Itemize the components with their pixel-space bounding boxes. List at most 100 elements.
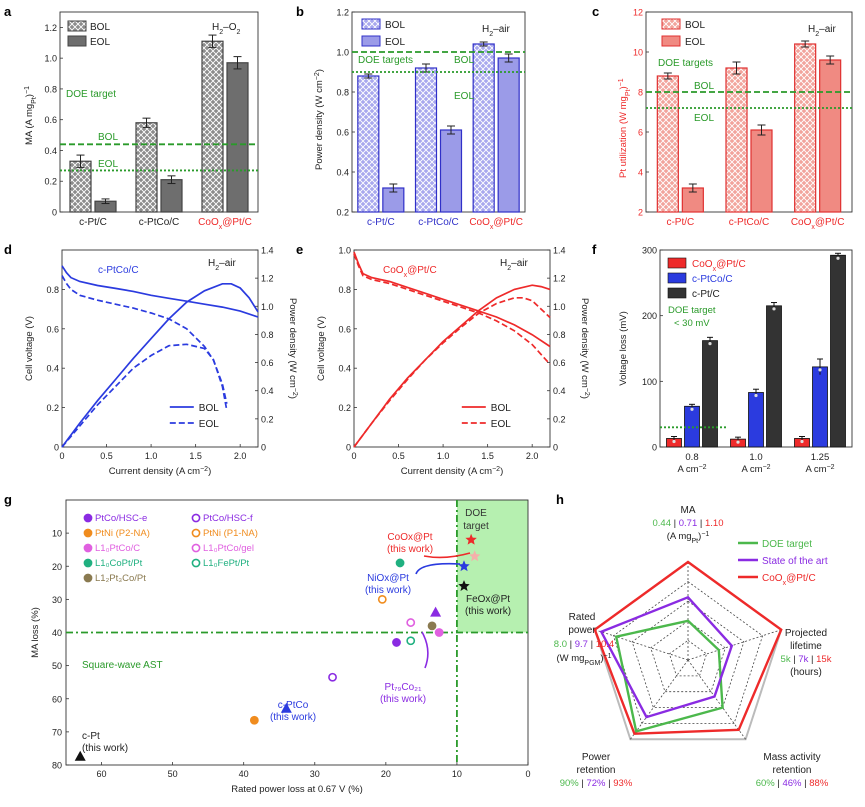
y2-tick-label: 0 <box>261 443 266 453</box>
x-tick-unit: A cm−2 <box>805 464 834 476</box>
ref-label-bol: BOL <box>98 132 118 143</box>
label-span: −1 <box>618 78 625 86</box>
y2-tick-label: 0.2 <box>553 414 566 424</box>
x-tick-label: 0 <box>351 451 356 461</box>
label-span: −1 <box>604 653 612 660</box>
y-tick-label: 200 <box>642 311 657 321</box>
legend-label: PtNi (P1-NA) <box>203 528 258 539</box>
point-label-sub: (this work) <box>82 743 128 754</box>
legend-label: L1₀FePt/Pt <box>203 558 250 569</box>
legend-label: L1₀PtCo/gel <box>203 543 254 554</box>
x-tick-label: 1.0 <box>749 452 762 463</box>
label-span: ) <box>698 531 701 542</box>
bar-1-2 <box>812 366 828 448</box>
point-label-sub: (this work) <box>465 606 511 617</box>
panel-label-b: b <box>296 4 304 19</box>
radar-axis-label: Rated <box>569 612 596 623</box>
y-axis-label: MA loss (%) <box>30 607 41 658</box>
data-dot <box>690 407 694 411</box>
y-tick-label: 0 <box>54 443 59 453</box>
x-tick-label: 30 <box>310 769 320 779</box>
label-span: H <box>500 258 507 269</box>
y-tick-label: 40 <box>52 628 62 638</box>
value-span: 0.71 <box>679 518 698 529</box>
y-tick-label: 0.8 <box>44 84 57 94</box>
bar-eol-2 <box>226 62 249 213</box>
y2-tick-label: 0.6 <box>261 358 274 368</box>
x-tick-label: c-Pt/C <box>666 217 694 228</box>
label-span: A cm <box>677 464 698 475</box>
y-tick-label: 0.6 <box>338 324 351 334</box>
label-span: ) <box>618 86 629 89</box>
y-tick-label: 4 <box>638 168 643 178</box>
radar-series-coox-pt-c <box>593 560 783 735</box>
label-span: –air <box>219 258 236 269</box>
y2-tick-label: 0.2 <box>261 414 274 424</box>
y2-tick-label: 1.2 <box>261 274 274 284</box>
y-tick-label: 0 <box>52 208 57 218</box>
y-axis-label: Power density (W cm−2) <box>314 69 326 170</box>
point-ptni-p1-na- <box>377 594 387 604</box>
radar-axis-label: retention <box>773 765 812 776</box>
legend-marker <box>83 528 93 538</box>
legend-eol: EOL <box>491 419 511 430</box>
label-span: CoO <box>198 217 219 228</box>
value-span: 1.10 <box>705 518 724 529</box>
label-span: −2 <box>200 466 208 473</box>
y-tick-label: 0.2 <box>44 177 57 187</box>
data-dot <box>836 256 840 260</box>
bar-bol-1 <box>135 122 158 213</box>
y2-tick-label: 1.0 <box>553 302 566 312</box>
annotation-text: H2–air <box>482 24 510 38</box>
y-tick-label: 1.0 <box>338 246 351 256</box>
label-span: ) <box>314 69 325 72</box>
label-span: Pt <box>31 97 38 104</box>
legend-marker <box>191 513 201 523</box>
x-tick-label: 1.5 <box>481 451 494 461</box>
arrow-coox <box>423 552 471 559</box>
legend-swatch <box>661 18 681 30</box>
legend-label: c-Pt/C <box>692 289 720 300</box>
legend-label: PtNi (P2-NA) <box>95 528 150 539</box>
y-tick-label: 0.8 <box>336 88 349 98</box>
data-dot <box>800 439 804 444</box>
radar-spoke <box>687 659 746 740</box>
y-tick-label: 6 <box>638 128 643 138</box>
x-tick-label: 1.25 <box>811 452 830 463</box>
legend-label: L1₂Pt₃Co/Pt <box>95 573 146 584</box>
value-span: 72% <box>586 778 606 789</box>
y2-tick-label: 1.4 <box>553 246 566 256</box>
bar-bol-1 <box>414 67 438 213</box>
point-ptco-hsc-f <box>328 672 337 682</box>
value-span: 60% <box>756 778 776 789</box>
y-tick-label: 0 <box>652 443 657 453</box>
label-span: −1 <box>24 86 31 94</box>
legend-label: c-PtCo/C <box>692 274 733 285</box>
panel-b: 0.2 0.4 0.6 0.8 1.0 1.2 c-Pt/C c-PtCo/C CoOx@Pt/… <box>314 8 526 231</box>
label-span: x <box>490 224 494 231</box>
label-span: O <box>229 22 237 33</box>
data-dot <box>708 342 712 346</box>
point-label-sub: (this work) <box>270 712 316 723</box>
y-tick-label: 60 <box>52 694 62 704</box>
y-tick-label: 0.4 <box>46 364 59 374</box>
label-span: @Pt/C <box>493 217 523 228</box>
label-span: 2 <box>215 265 219 272</box>
label-span: x <box>219 224 223 231</box>
y2-tick-label: 0.8 <box>261 330 274 340</box>
y-axis-label: Voltage loss (mV) <box>618 311 629 385</box>
plot-frame <box>351 11 526 213</box>
point-label: Pt₇₉Co₂₁ <box>385 682 423 693</box>
point-l1-ptco-gel <box>406 618 416 627</box>
data-dot <box>818 368 822 372</box>
curve-bol-right <box>353 284 551 448</box>
x-tick-label: c-PtCo/C <box>418 217 459 228</box>
data-dot <box>736 440 740 444</box>
legend-swatch <box>361 18 381 30</box>
x-tick-label: 10 <box>452 769 462 779</box>
radar-spoke <box>630 659 689 740</box>
x-tick-label: 1.5 <box>189 451 202 461</box>
legend-label: PtCo/HSC-e <box>95 513 147 524</box>
legend-label: PtCo/HSC-f <box>203 513 253 524</box>
radar-values: 8.0 | 9.7 | 10.4 <box>554 639 614 650</box>
